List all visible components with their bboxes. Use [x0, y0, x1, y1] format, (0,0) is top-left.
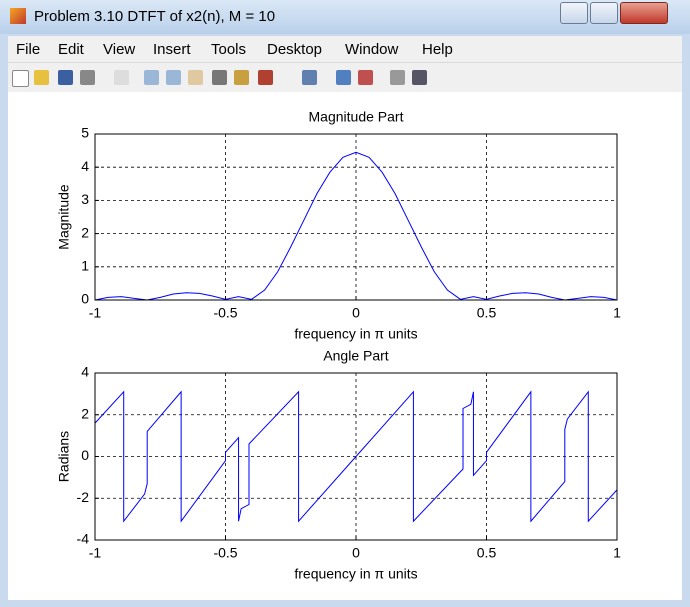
close-button[interactable]	[620, 2, 668, 24]
menu-item[interactable]: Insert	[153, 41, 191, 58]
x-tick-label: -1	[89, 545, 102, 561]
x-tick-label: 0	[352, 545, 360, 561]
menu-item[interactable]: Window	[345, 41, 399, 58]
zoom-in-icon[interactable]	[144, 70, 159, 85]
save-icon[interactable]	[58, 70, 73, 85]
y-tick-label: 5	[81, 125, 89, 141]
menu-bar: File Edit View Insert Tools Desktop Window Help	[8, 36, 682, 62]
y-tick-label: 4	[81, 364, 89, 380]
link-icon[interactable]	[302, 70, 317, 85]
show-tools-icon[interactable]	[412, 70, 427, 85]
data-line	[94, 390, 618, 523]
axes-box	[94, 372, 618, 541]
pointer-icon[interactable]	[114, 70, 129, 85]
y-tick-label: 4	[81, 158, 89, 174]
brush-icon[interactable]	[258, 70, 273, 85]
hide-tools-icon[interactable]	[390, 70, 405, 85]
data-line	[94, 151, 618, 301]
minimize-button[interactable]	[560, 2, 588, 24]
y-tick-label: 2	[81, 405, 89, 421]
pan-icon[interactable]	[188, 70, 203, 85]
menu-item[interactable]: Desktop	[267, 41, 323, 58]
axes-title: Angle Part	[323, 348, 388, 364]
x-tick-label: 0	[352, 305, 360, 321]
y-axis-label: Magnitude	[56, 184, 72, 250]
axes-box	[94, 133, 618, 301]
x-tick-label: 0.5	[477, 545, 497, 561]
y-tick-label: -2	[77, 489, 90, 505]
figure: -1 -0.5 0 0.5 1 0 1 2 3 4 5 Magnitude Part frequency…	[8, 92, 682, 600]
y-tick-label: 0	[81, 291, 89, 307]
title-bar: Problem 3.10 DTFT of x2(n), M = 10	[0, 0, 690, 34]
x-tick-label: -0.5	[213, 545, 237, 561]
menu-item[interactable]: Edit	[58, 41, 84, 58]
toolbar	[8, 62, 682, 93]
x-tick-label: -1	[89, 305, 102, 321]
y-tick-label: 0	[81, 447, 89, 463]
x-axis-label: frequency in π units	[294, 566, 417, 582]
zoom-out-icon[interactable]	[166, 70, 181, 85]
open-icon[interactable]	[34, 70, 49, 85]
print-icon[interactable]	[80, 70, 95, 85]
x-axis-label: frequency in π units	[294, 326, 417, 342]
y-tick-label: -4	[77, 531, 90, 547]
figure-canvas: -1 -0.5 0 0.5 1 0 1 2 3 4 5 Magnitude Part frequency…	[56, 109, 621, 582]
app-icon	[10, 8, 26, 24]
y-tick-label: 2	[81, 224, 89, 240]
menu-item[interactable]: File	[16, 41, 41, 58]
y-tick-label: 3	[81, 191, 89, 207]
y-tick-label: 1	[81, 258, 89, 274]
x-tick-label: 1	[613, 305, 621, 321]
menu-item[interactable]: Tools	[211, 41, 247, 58]
y-axis-label: Radians	[56, 431, 72, 482]
x-tick-label: -0.5	[213, 305, 237, 321]
axes-title: Magnitude Part	[309, 109, 404, 125]
colorbar-icon[interactable]	[336, 70, 351, 85]
new-icon[interactable]	[12, 70, 29, 87]
window-title: Problem 3.10 DTFT of x2(n), M = 10	[34, 8, 276, 25]
rotate-icon[interactable]	[212, 70, 227, 85]
menu-item[interactable]: View	[103, 41, 136, 58]
x-tick-label: 1	[613, 545, 621, 561]
legend-icon[interactable]	[358, 70, 373, 85]
datacursor-icon[interactable]	[234, 70, 249, 85]
x-tick-label: 0.5	[477, 305, 497, 321]
menu-item[interactable]: Help	[422, 41, 453, 58]
maximize-button[interactable]	[590, 2, 618, 24]
